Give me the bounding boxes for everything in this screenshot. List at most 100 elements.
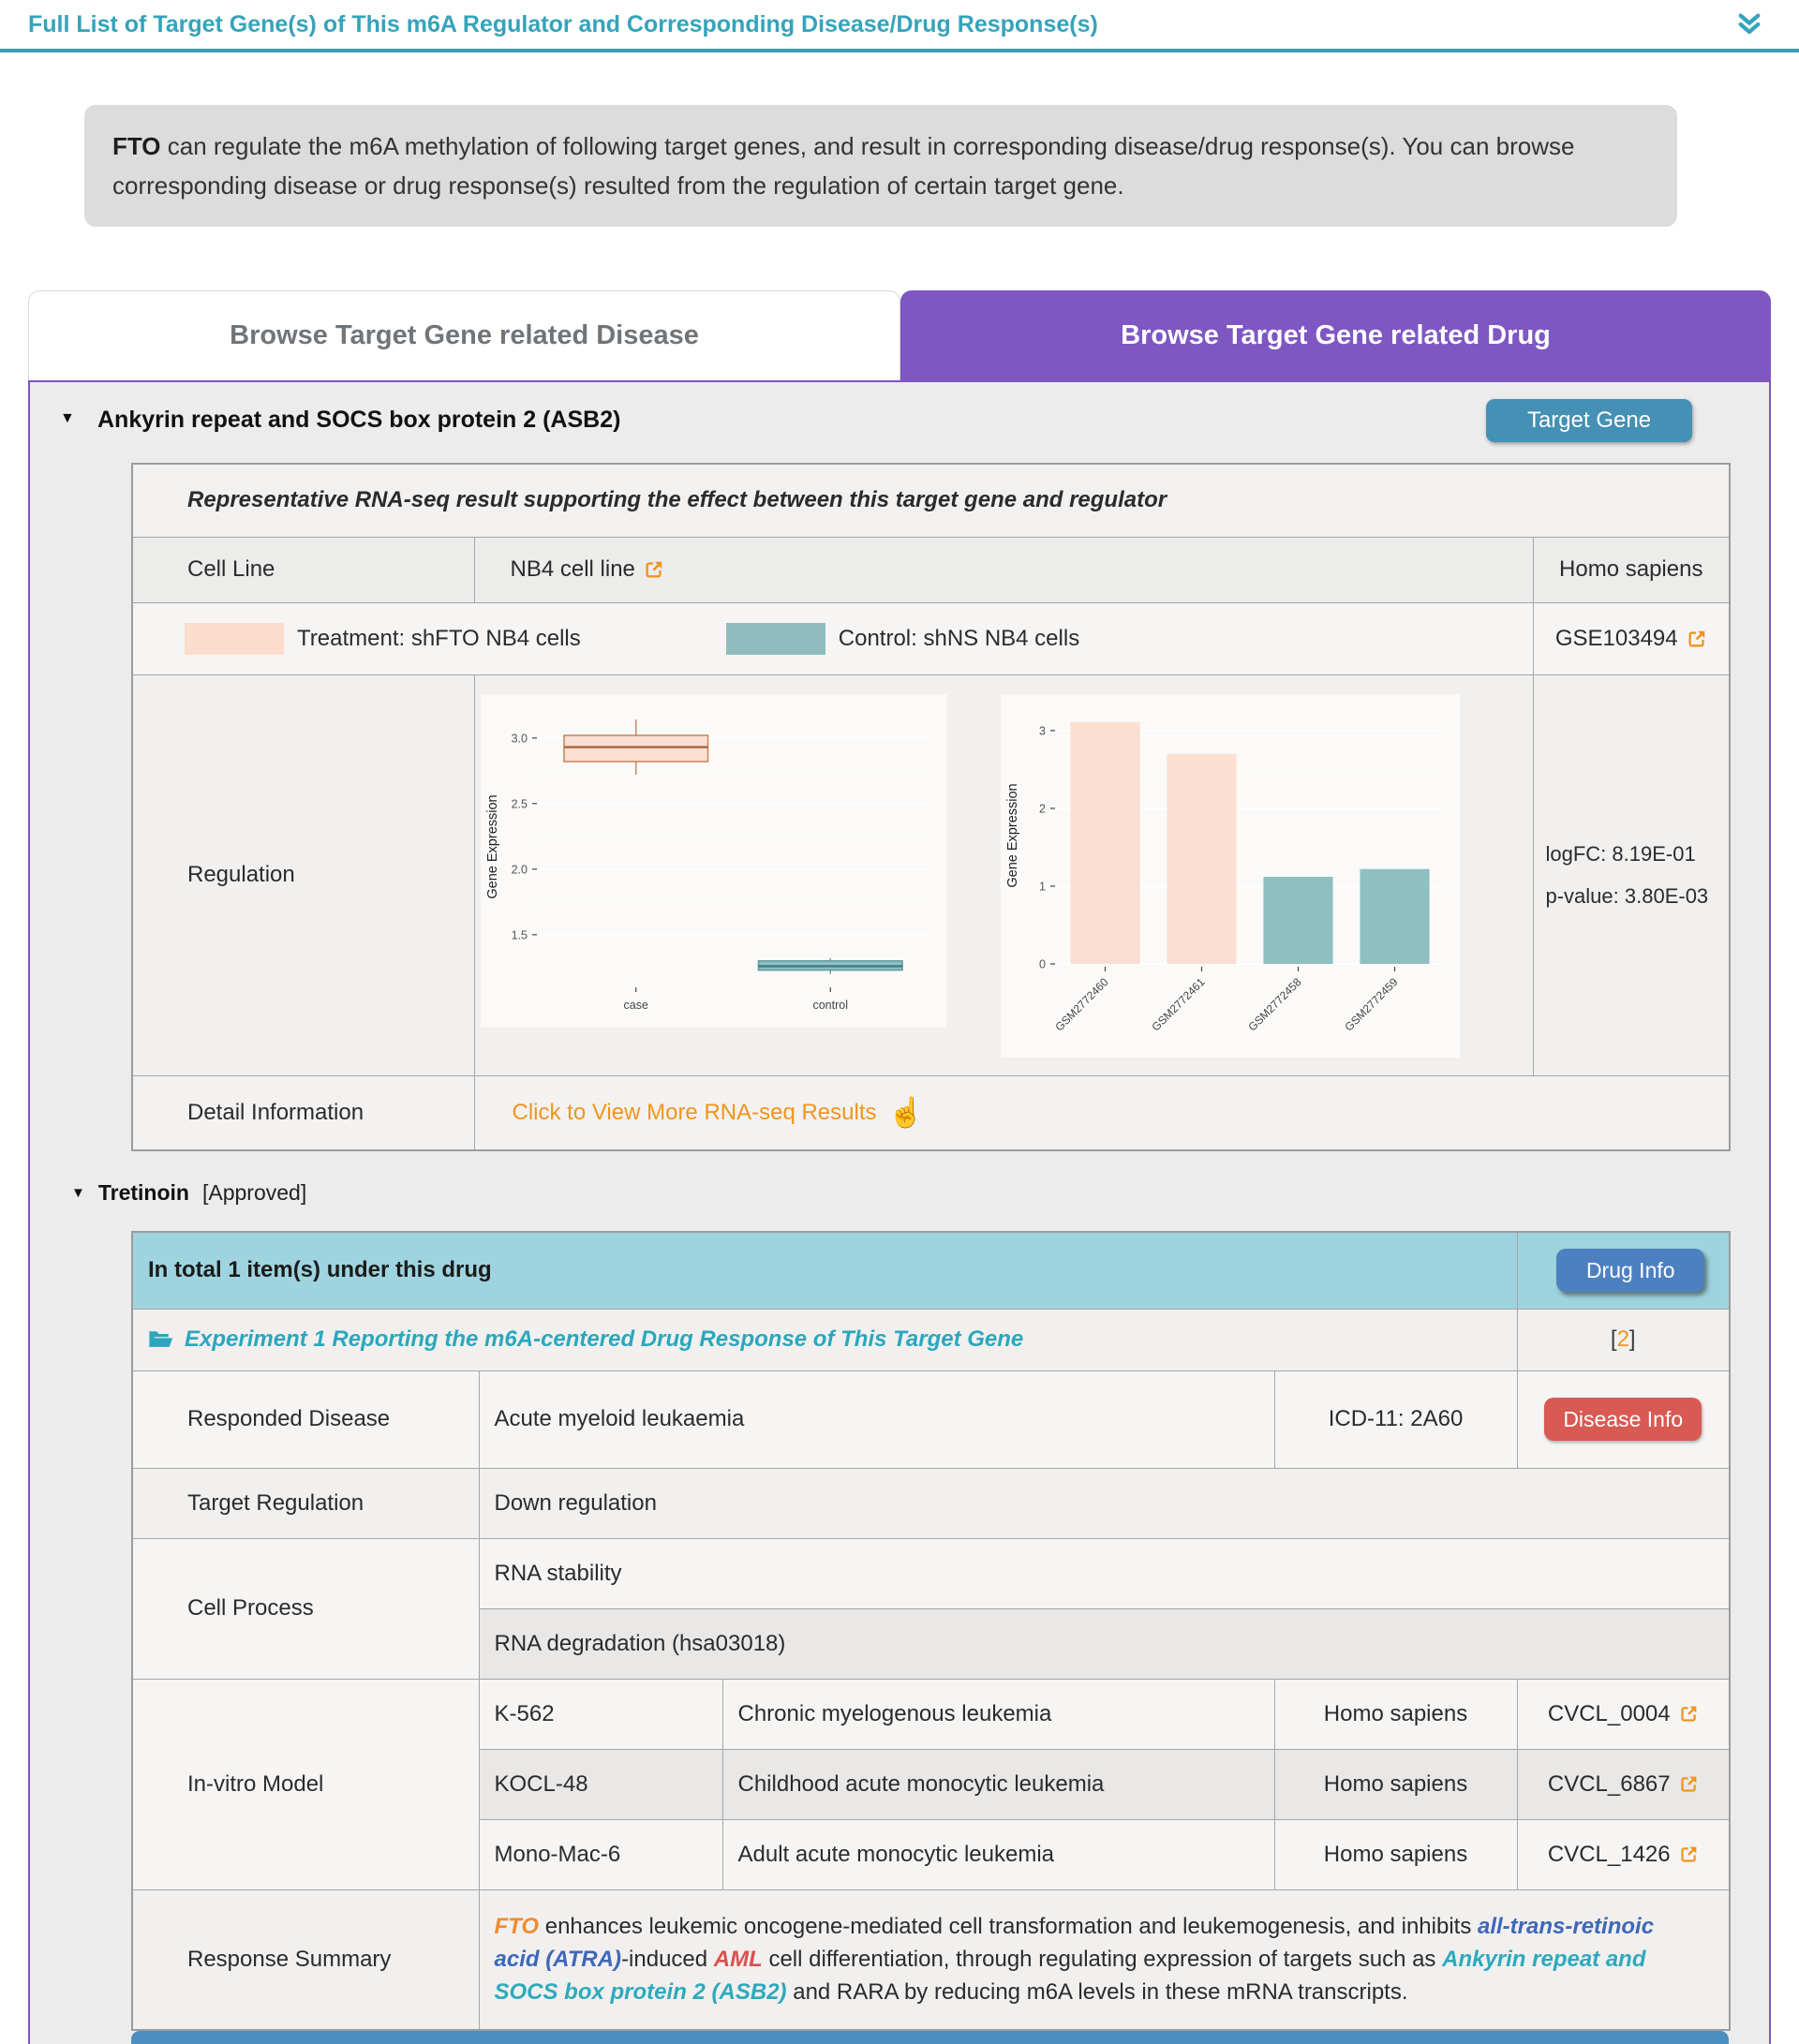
- icd-code: ICD-11: 2A60: [1273, 1370, 1518, 1469]
- tab-browse-disease[interactable]: Browse Target Gene related Disease: [28, 290, 900, 380]
- svg-text:Gene Expression: Gene Expression: [485, 794, 500, 898]
- cvcl-value: CVCL_0004: [1547, 1700, 1671, 1726]
- svg-text:0: 0: [1039, 958, 1046, 971]
- drug-name: Tretinoin: [97, 1180, 189, 1205]
- cell-line-value: NB4 cell line: [510, 556, 635, 582]
- external-link-icon: [1679, 1774, 1699, 1794]
- reference-count-link[interactable]: 2: [1616, 1326, 1629, 1352]
- table-row: Representative RNA-seq result supporting…: [131, 463, 1731, 538]
- cvcl-value: CVCL_1426: [1547, 1841, 1671, 1867]
- external-link-icon: [1687, 629, 1707, 649]
- section-header-bar: Full List of Target Gene(s) of This m6A …: [0, 0, 1799, 52]
- detail-info-label: Detail Information: [131, 1074, 475, 1151]
- regulator-name: FTO: [112, 132, 161, 160]
- response-summary-text: FTO enhances leukemic oncogene-mediated …: [478, 1888, 1731, 2031]
- tab-browse-drug[interactable]: Browse Target Gene related Drug: [900, 290, 1771, 380]
- invitro-model-label: In-vitro Model: [131, 1678, 480, 1890]
- cvcl-link[interactable]: CVCL_6867: [1548, 1771, 1699, 1798]
- model-species: Homo sapiens: [1273, 1748, 1518, 1820]
- drug-status: [Approved]: [201, 1180, 307, 1205]
- cell-line-name: K-562: [478, 1678, 723, 1750]
- table-row: Responded Disease Acute myeloid leukaemi…: [131, 1370, 1731, 1469]
- svg-text:2.5: 2.5: [511, 797, 527, 810]
- model-species: Homo sapiens: [1273, 1678, 1518, 1750]
- disease-info-button[interactable]: Disease Info: [1544, 1398, 1702, 1441]
- model-disease: Childhood acute monocytic leukemia: [721, 1748, 1275, 1820]
- tab-drug-label: Browse Target Gene related Drug: [1121, 319, 1551, 350]
- table-row: KOCL-48 Childhood acute monocytic leukem…: [132, 1748, 1731, 1820]
- cvcl-link[interactable]: CVCL_0004: [1548, 1701, 1699, 1727]
- bracket: [: [1610, 1326, 1617, 1352]
- species-value: Homo sapiens: [1532, 536, 1731, 603]
- caret-down-icon[interactable]: ▼: [60, 410, 75, 426]
- collapse-section-button[interactable]: [1733, 9, 1765, 39]
- intro-description: FTO can regulate the m6A methylation of …: [84, 105, 1677, 227]
- control-color-swatch: [725, 622, 825, 655]
- external-link-icon: [1679, 1704, 1699, 1724]
- cvcl-link[interactable]: CVCL_1426: [1548, 1842, 1699, 1868]
- pointing-hand-icon: ☝: [887, 1096, 925, 1130]
- drug-info-button[interactable]: Drug Info: [1556, 1249, 1705, 1293]
- table-row: RNA degradation (hsa03018): [132, 1607, 1731, 1680]
- geo-accession-value: GSE103494: [1554, 625, 1678, 651]
- treatment-color-swatch: [185, 622, 284, 655]
- chart-legend: Treatment: shFTO NB4 cells Control: shNS…: [185, 622, 1532, 655]
- reference-count: [2]: [1516, 1308, 1731, 1371]
- experiment-toggle[interactable]: Experiment 1 Reporting the m6A-centered …: [133, 1326, 1516, 1353]
- drug-response-table: In total 1 item(s) under this drug Drug …: [131, 1231, 1731, 2031]
- table-row: Experiment 1 Reporting the m6A-centered …: [131, 1308, 1731, 1371]
- target-gene-title: Ankyrin repeat and SOCS box protein 2 (A…: [97, 407, 621, 433]
- pvalue-value: p-value: 3.80E-03: [1545, 884, 1709, 908]
- regulation-charts: 1.5 2.0 2.5 3.0 Gene Expression case control 0…: [475, 692, 1532, 1058]
- table-row: Mono-Mac-6 Adult acute monocytic leukemi…: [132, 1818, 1731, 1890]
- target-regulation-label: Target Regulation: [131, 1467, 480, 1539]
- regulation-label: Regulation: [131, 674, 475, 1076]
- response-summary-label: Response Summary: [131, 1888, 480, 2031]
- model-species: Homo sapiens: [1273, 1818, 1518, 1890]
- target-gene-header: ▼ Ankyrin repeat and SOCS box protein 2 …: [58, 399, 1745, 446]
- rnaseq-table: Representative RNA-seq result supporting…: [131, 463, 1732, 1151]
- tab-content-panel: ▼ Ankyrin repeat and SOCS box protein 2 …: [28, 380, 1771, 2044]
- svg-text:2.0: 2.0: [511, 863, 527, 876]
- table-row: Cell Process RNA stability: [131, 1537, 1731, 1680]
- table-row: Regulation 1.5 2.0 2.5 3.0 Gene Expression ca…: [131, 674, 1731, 1076]
- cell-line-link[interactable]: NB4 cell line: [511, 556, 664, 583]
- table-row: Treatment: shFTO NB4 cells Control: shNS…: [131, 601, 1731, 675]
- svg-text:case: case: [623, 999, 647, 1012]
- cell-line-name: Mono-Mac-6: [478, 1818, 723, 1890]
- target-gene-button[interactable]: Target Gene: [1486, 399, 1692, 442]
- svg-text:1.5: 1.5: [511, 928, 527, 941]
- chevron-double-down-icon: [1733, 9, 1765, 39]
- target-regulation-value: Down regulation: [478, 1467, 1731, 1539]
- view-more-rnaseq-link[interactable]: Click to View More RNA-seq Results ☝: [475, 1095, 925, 1130]
- view-more-rnaseq-label: Click to View More RNA-seq Results: [512, 1099, 877, 1125]
- intro-text: can regulate the m6A methylation of foll…: [112, 132, 1575, 200]
- tab-bar: Browse Target Gene related Disease Brows…: [28, 290, 1771, 380]
- svg-text:Gene Expression: Gene Expression: [1005, 783, 1020, 887]
- external-link-icon: [644, 559, 664, 580]
- table-row: Response Summary FTO enhances leukemic o…: [131, 1888, 1731, 2031]
- cell-process-value: RNA degradation (hsa03018): [478, 1607, 1731, 1680]
- external-link-icon: [1679, 1844, 1699, 1864]
- next-section-header[interactable]: [131, 2031, 1729, 2044]
- control-legend-label: Control: shNS NB4 cells: [838, 625, 1080, 651]
- svg-text:3: 3: [1039, 724, 1046, 737]
- svg-text:3.0: 3.0: [511, 732, 527, 745]
- svg-text:control: control: [812, 999, 848, 1012]
- rnaseq-table-title: Representative RNA-seq result supporting…: [131, 463, 1731, 538]
- table-row: Target Regulation Down regulation: [131, 1467, 1731, 1539]
- svg-text:2: 2: [1039, 802, 1046, 815]
- drug-header: ▼ Tretinoin [Approved]: [71, 1180, 306, 1206]
- svg-text:1: 1: [1039, 880, 1046, 893]
- regulation-stats: logFC: 8.19E-01 p-value: 3.80E-03: [1532, 674, 1731, 1076]
- gene-expression-boxplot: 1.5 2.0 2.5 3.0 Gene Expression case control: [480, 694, 946, 1028]
- open-folder-icon: [148, 1329, 173, 1350]
- page-title: Full List of Target Gene(s) of This m6A …: [28, 10, 1098, 37]
- geo-accession-link[interactable]: GSE103494: [1555, 626, 1707, 652]
- responded-disease-value: Acute myeloid leukaemia: [478, 1370, 1275, 1469]
- caret-down-icon[interactable]: ▼: [71, 1185, 85, 1201]
- model-disease: Chronic myelogenous leukemia: [721, 1678, 1275, 1750]
- table-row: In-vitro Model K-562 Chronic myelogenous…: [131, 1678, 1731, 1890]
